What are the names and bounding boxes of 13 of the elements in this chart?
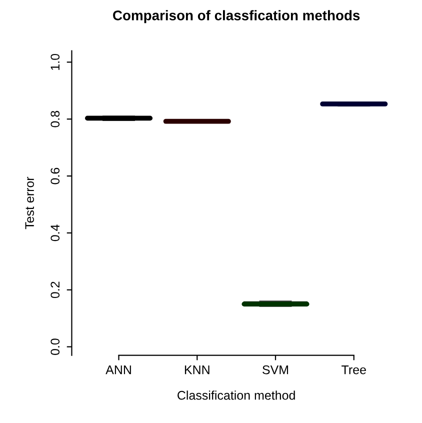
y-tick-label: 0.8 [50, 110, 60, 128]
y-tick-label: 1.0 [50, 54, 60, 70]
y-tick-label: 0.0 [50, 338, 60, 355]
x-tick-label: SVM [262, 365, 288, 374]
y-tick-label: 0.2 [50, 282, 60, 298]
y-tick-label: 0.6 [50, 168, 60, 184]
chart-title: Comparison of classfication methods [113, 10, 360, 24]
x-tick-label: KNN [184, 366, 210, 374]
x-tick-label: ANN [106, 366, 131, 374]
y-tick-label: 0.4 [50, 224, 60, 242]
y-axis-title: Test error [25, 176, 34, 230]
x-tick-label: Tree [342, 366, 366, 374]
x-axis-title: Classification method [178, 390, 295, 400]
